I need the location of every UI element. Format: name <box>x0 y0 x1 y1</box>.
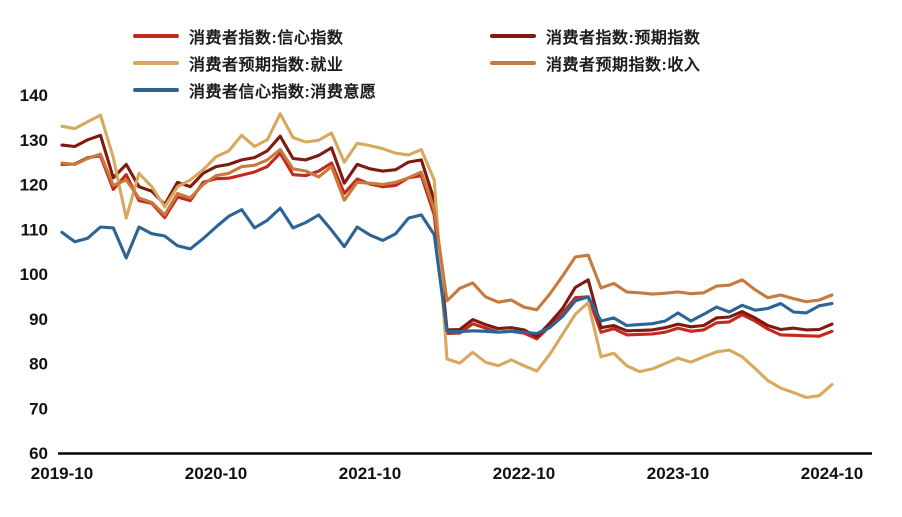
legend-label-employment: 消费者预期指数:就业 <box>189 56 344 74</box>
x-tick-label: 2021-10 <box>339 464 401 483</box>
y-tick-label: 110 <box>21 220 48 239</box>
legend-swatch-employment <box>133 60 179 65</box>
y-tick-label: 100 <box>20 265 48 284</box>
legend-label-willingness: 消费者信心指数:消费意愿 <box>189 83 377 101</box>
y-tick-label: 70 <box>29 399 48 418</box>
legend-item-employment-expectation: 消费者预期指数:就业 <box>133 49 376 76</box>
series-line-4 <box>60 206 834 336</box>
x-tick-label: 2022-10 <box>493 464 555 483</box>
x-tick-label: 2019-10 <box>31 464 93 483</box>
legend-item-confidence-index: 消费者指数:信心指数 <box>133 22 376 49</box>
y-tick-label: 90 <box>29 310 48 329</box>
y-tick-label: 140 <box>20 86 48 105</box>
series-line-2 <box>60 112 834 400</box>
legend-label-confidence: 消费者指数:信心指数 <box>189 29 344 47</box>
series-line-0 <box>60 151 834 341</box>
legend-item-income-expectation: 消费者预期指数:收入 <box>490 49 700 76</box>
legend-swatch-expectation <box>490 33 536 38</box>
legend-swatch-willingness <box>133 87 179 92</box>
y-tick-label: 60 <box>29 444 48 463</box>
y-tick-label: 130 <box>20 131 48 150</box>
series-line-3 <box>60 148 834 312</box>
legend-item-consumption-willingness: 消费者信心指数:消费意愿 <box>133 76 376 103</box>
legend-label-income: 消费者预期指数:收入 <box>546 56 701 74</box>
y-tick-label: 80 <box>29 355 48 374</box>
legend-swatch-income <box>490 60 536 65</box>
legend-label-expectation: 消费者指数:预期指数 <box>546 29 701 47</box>
x-tick-label: 2023-10 <box>647 464 709 483</box>
legend-column-2: 消费者指数:预期指数 消费者预期指数:收入 <box>490 22 700 76</box>
y-tick-label: 120 <box>20 176 48 195</box>
legend-column-1: 消费者指数:信心指数 消费者预期指数:就业 消费者信心指数:消费意愿 <box>133 22 376 103</box>
legend-swatch-confidence <box>133 33 179 38</box>
x-tick-label: 2024-10 <box>801 464 863 483</box>
x-tick-label: 2020-10 <box>185 464 247 483</box>
legend-item-expectation-index: 消费者指数:预期指数 <box>490 22 700 49</box>
